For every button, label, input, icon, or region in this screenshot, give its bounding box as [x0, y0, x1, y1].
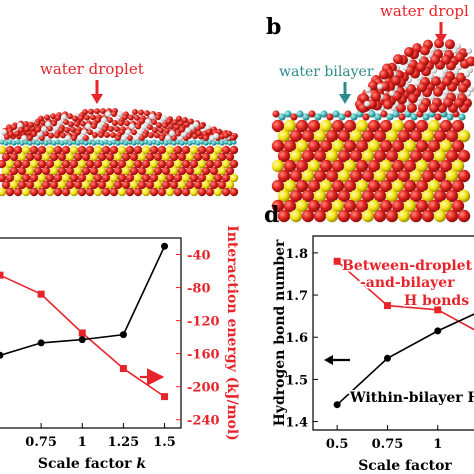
panel-d-series-line-1 — [336, 313, 474, 406]
panel-c-x-tick-label: 1.25 — [108, 435, 140, 450]
panel-d-y-axis-label: Hydrogen bond number — [272, 239, 288, 426]
panel-b-snapshot — [271, 38, 474, 223]
panel-d-point-0 — [333, 257, 341, 265]
panel-c-y-tick-label: -40 — [187, 249, 211, 264]
panel-b-droplet-arrow — [435, 22, 447, 44]
panel-c-point-0 — [37, 290, 45, 298]
panel-c-point-1 — [119, 331, 127, 339]
panel-c-point-1 — [37, 339, 45, 347]
panel-c-point-1 — [0, 351, 4, 359]
panel-b-water-bilayer-label: water bilayer — [279, 64, 374, 80]
panel-d-point-0 — [434, 306, 442, 314]
panel-d-y-tick-label: 1.5 — [285, 373, 308, 388]
panel-c-x-axis-label: Scale factor k — [38, 456, 146, 472]
panel-d-series-line-0 — [336, 260, 474, 331]
panel-c-y-tick-label: -120 — [187, 315, 220, 330]
panel-d-red-label-line: Between-droplet — [342, 258, 473, 274]
panel-d-letter: d — [264, 202, 279, 228]
panel-d-x-tick-label: 1 — [433, 437, 442, 452]
panel-d-red-label-line: -and-bilayer — [360, 275, 455, 291]
panel-d-x-tick-label: 0.75 — [372, 437, 404, 452]
panel-c-point-0 — [78, 329, 86, 337]
panel-d-red-label-line: H bonds — [404, 293, 469, 309]
panel-b-water-droplet-label: water dropl — [380, 2, 469, 20]
panel-d-point-1 — [383, 354, 391, 362]
panel-d-frame — [312, 235, 474, 431]
panel-b-bilayer-arrow — [339, 82, 351, 104]
panel-d-y-tick-label: 1.8 — [285, 247, 308, 262]
panel-b-letter: b — [266, 14, 281, 40]
panel-d-point-1 — [434, 327, 442, 335]
panel-c-point-1 — [78, 336, 86, 344]
panel-c-y-tick-label: -240 — [187, 414, 220, 429]
panel-c-y-axis-label: Interaction energy (kJ/mol) — [224, 225, 240, 441]
panel-d-y-tick-label: 1.6 — [285, 331, 308, 346]
panel-c-frame — [0, 237, 182, 429]
panel-a-water-droplet-label: water droplet — [40, 60, 144, 78]
panel-c-y-tick-label: -80 — [187, 282, 211, 297]
panel-d-arrow-head — [324, 355, 333, 365]
panel-c-x-tick-label: 1 — [78, 435, 87, 450]
panel-d-x-tick-label: 0.5 — [326, 437, 349, 452]
panel-c-point-0 — [0, 271, 4, 279]
panel-c-point-1 — [161, 242, 169, 250]
panel-c-y-tick-label: -200 — [187, 381, 220, 396]
panel-d-y-tick-label: 1.7 — [285, 289, 308, 304]
panel-a-droplet-arrow — [91, 80, 103, 104]
panel-d-point-0 — [383, 302, 391, 310]
panel-c-point-0 — [119, 365, 127, 373]
panel-c-x-tick-label: 1.5 — [153, 435, 176, 450]
panel-c-chart: 0.75 1 1.25 1.5 -40 -80 -120 -160 -200 -240 Scale … — [0, 225, 240, 472]
panel-c-y-tick-label: -160 — [187, 348, 220, 363]
panel-d-x-axis-label: Scale factor — [358, 458, 452, 474]
panel-c-x-tick-label: 0.75 — [25, 435, 57, 450]
panel-c-point-0 — [161, 393, 169, 401]
panel-d-y-tick-label: 1.4 — [285, 416, 308, 431]
panel-a-snapshot — [0, 108, 239, 197]
panel-d-chart: 1.4 1.5 1.6 1.7 1.8 0.5 0.75 1 Scale factor Hydro… — [272, 235, 474, 474]
panel-d-black-label: Within-bilayer H — [349, 390, 474, 406]
panel-d-point-1 — [333, 401, 341, 409]
